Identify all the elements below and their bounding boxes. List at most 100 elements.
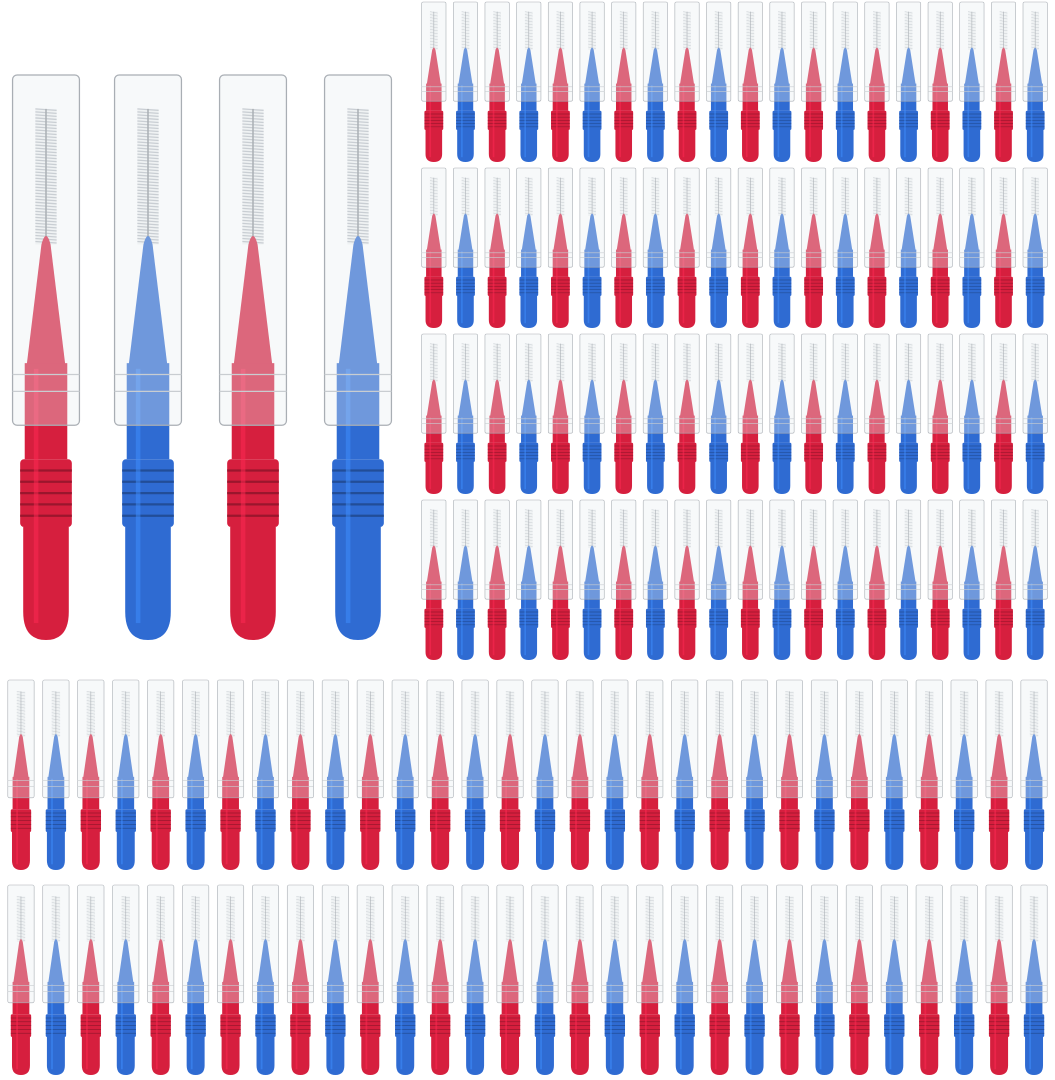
brush-neck — [816, 734, 833, 779]
brush-neck — [489, 213, 505, 252]
brush-handle — [457, 628, 474, 660]
brush-handle — [931, 130, 949, 162]
brush-red — [484, 499, 510, 660]
brush-neck — [128, 236, 168, 369]
brush-neck — [996, 47, 1011, 86]
brush-handle — [868, 296, 886, 328]
transparent-cap — [484, 333, 510, 434]
brush-handle — [431, 1037, 450, 1075]
brush-neck — [901, 213, 916, 252]
brush-red — [674, 167, 700, 328]
brush-red — [77, 884, 105, 1075]
brush-handle — [963, 462, 981, 494]
brush-neck — [521, 545, 536, 584]
transparent-cap — [147, 679, 175, 799]
brush-handle — [326, 832, 345, 870]
brush-handle — [11, 832, 30, 870]
brush-neck — [901, 545, 916, 584]
transparent-cap — [741, 884, 769, 1004]
brush-neck — [362, 939, 379, 984]
transparent-cap — [674, 499, 700, 600]
transparent-cap — [356, 884, 384, 1004]
transparent-cap — [737, 167, 763, 268]
brush-handle — [805, 130, 822, 162]
transparent-cap — [706, 499, 732, 600]
transparent-cap — [776, 884, 803, 1004]
transparent-cap — [218, 74, 288, 426]
brush-neck — [233, 236, 273, 369]
brush-handle — [396, 1037, 415, 1075]
transparent-cap — [832, 1, 858, 102]
brush-red — [927, 499, 953, 660]
brush-red — [864, 333, 890, 494]
brush-red — [426, 884, 454, 1075]
brush-handle — [256, 832, 275, 870]
transparent-cap — [896, 1, 922, 102]
brush-red — [864, 167, 890, 328]
brush-neck — [584, 379, 600, 418]
brush-blue — [642, 499, 668, 660]
transparent-cap — [927, 333, 953, 434]
brush-neck — [489, 47, 505, 86]
brush-blue — [769, 333, 795, 494]
brush-neck — [991, 939, 1007, 984]
brush-neck — [711, 734, 728, 779]
brush-handle — [836, 130, 854, 162]
brush-handle — [583, 462, 601, 494]
transparent-cap — [845, 679, 873, 799]
brush-red — [484, 333, 510, 494]
brush-neck — [921, 734, 938, 779]
transparent-cap — [579, 167, 605, 268]
brush-handle — [885, 1037, 904, 1075]
brush-handle — [647, 462, 664, 494]
brush-handle — [773, 296, 791, 328]
brush-neck — [996, 379, 1011, 418]
brush-handle — [931, 628, 949, 660]
brush-blue — [706, 167, 732, 328]
transparent-cap — [950, 679, 978, 799]
transparent-cap — [516, 499, 542, 600]
brush-neck — [521, 379, 536, 418]
brush-handle — [931, 462, 949, 494]
transparent-cap — [421, 167, 447, 268]
brush-red — [927, 333, 953, 494]
brush-blue — [321, 884, 349, 1075]
brush-neck — [187, 734, 204, 779]
transparent-cap — [1022, 499, 1048, 600]
transparent-cap — [864, 1, 890, 102]
brush-neck — [648, 545, 663, 584]
brush-neck — [26, 236, 66, 369]
brush-neck — [257, 734, 274, 779]
brush-red — [801, 499, 827, 660]
transparent-cap — [991, 499, 1016, 600]
brush-neck — [426, 545, 442, 584]
transparent-cap — [7, 679, 35, 799]
brush-neck — [901, 47, 916, 86]
transparent-cap — [991, 1, 1016, 102]
transparent-cap — [985, 884, 1013, 1004]
transparent-cap — [496, 884, 524, 1004]
transparent-cap — [7, 884, 35, 1004]
brush-red — [801, 333, 827, 494]
brush-red — [547, 499, 573, 660]
transparent-cap — [1020, 679, 1048, 799]
brush-blue — [42, 884, 70, 1075]
brush-neck — [676, 734, 693, 779]
brush-handle — [995, 130, 1012, 162]
brush-handle — [647, 130, 664, 162]
transparent-cap — [453, 167, 478, 268]
transparent-cap — [77, 884, 105, 1004]
brush-neck — [458, 545, 473, 584]
brush-neck — [641, 734, 658, 779]
brush-neck — [869, 545, 885, 584]
transparent-cap — [426, 884, 454, 1004]
brush-neck — [222, 939, 239, 984]
transparent-cap — [674, 1, 700, 102]
brush-red — [611, 1, 637, 162]
transparent-cap — [927, 167, 953, 268]
brush-blue — [516, 333, 542, 494]
brush-handle — [745, 1037, 764, 1075]
brush-handle — [431, 832, 450, 870]
brush-red — [611, 333, 637, 494]
brush-blue — [516, 1, 542, 162]
